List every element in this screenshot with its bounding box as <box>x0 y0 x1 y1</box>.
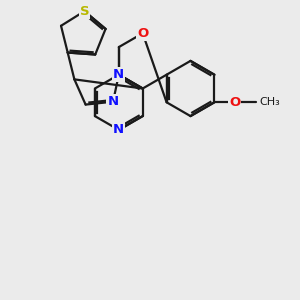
Text: O: O <box>229 96 240 109</box>
Text: O: O <box>137 27 148 40</box>
Text: N: N <box>107 95 118 108</box>
Text: N: N <box>113 123 124 136</box>
Text: N: N <box>113 68 124 81</box>
Text: CH₃: CH₃ <box>259 97 280 107</box>
Text: S: S <box>80 5 89 18</box>
